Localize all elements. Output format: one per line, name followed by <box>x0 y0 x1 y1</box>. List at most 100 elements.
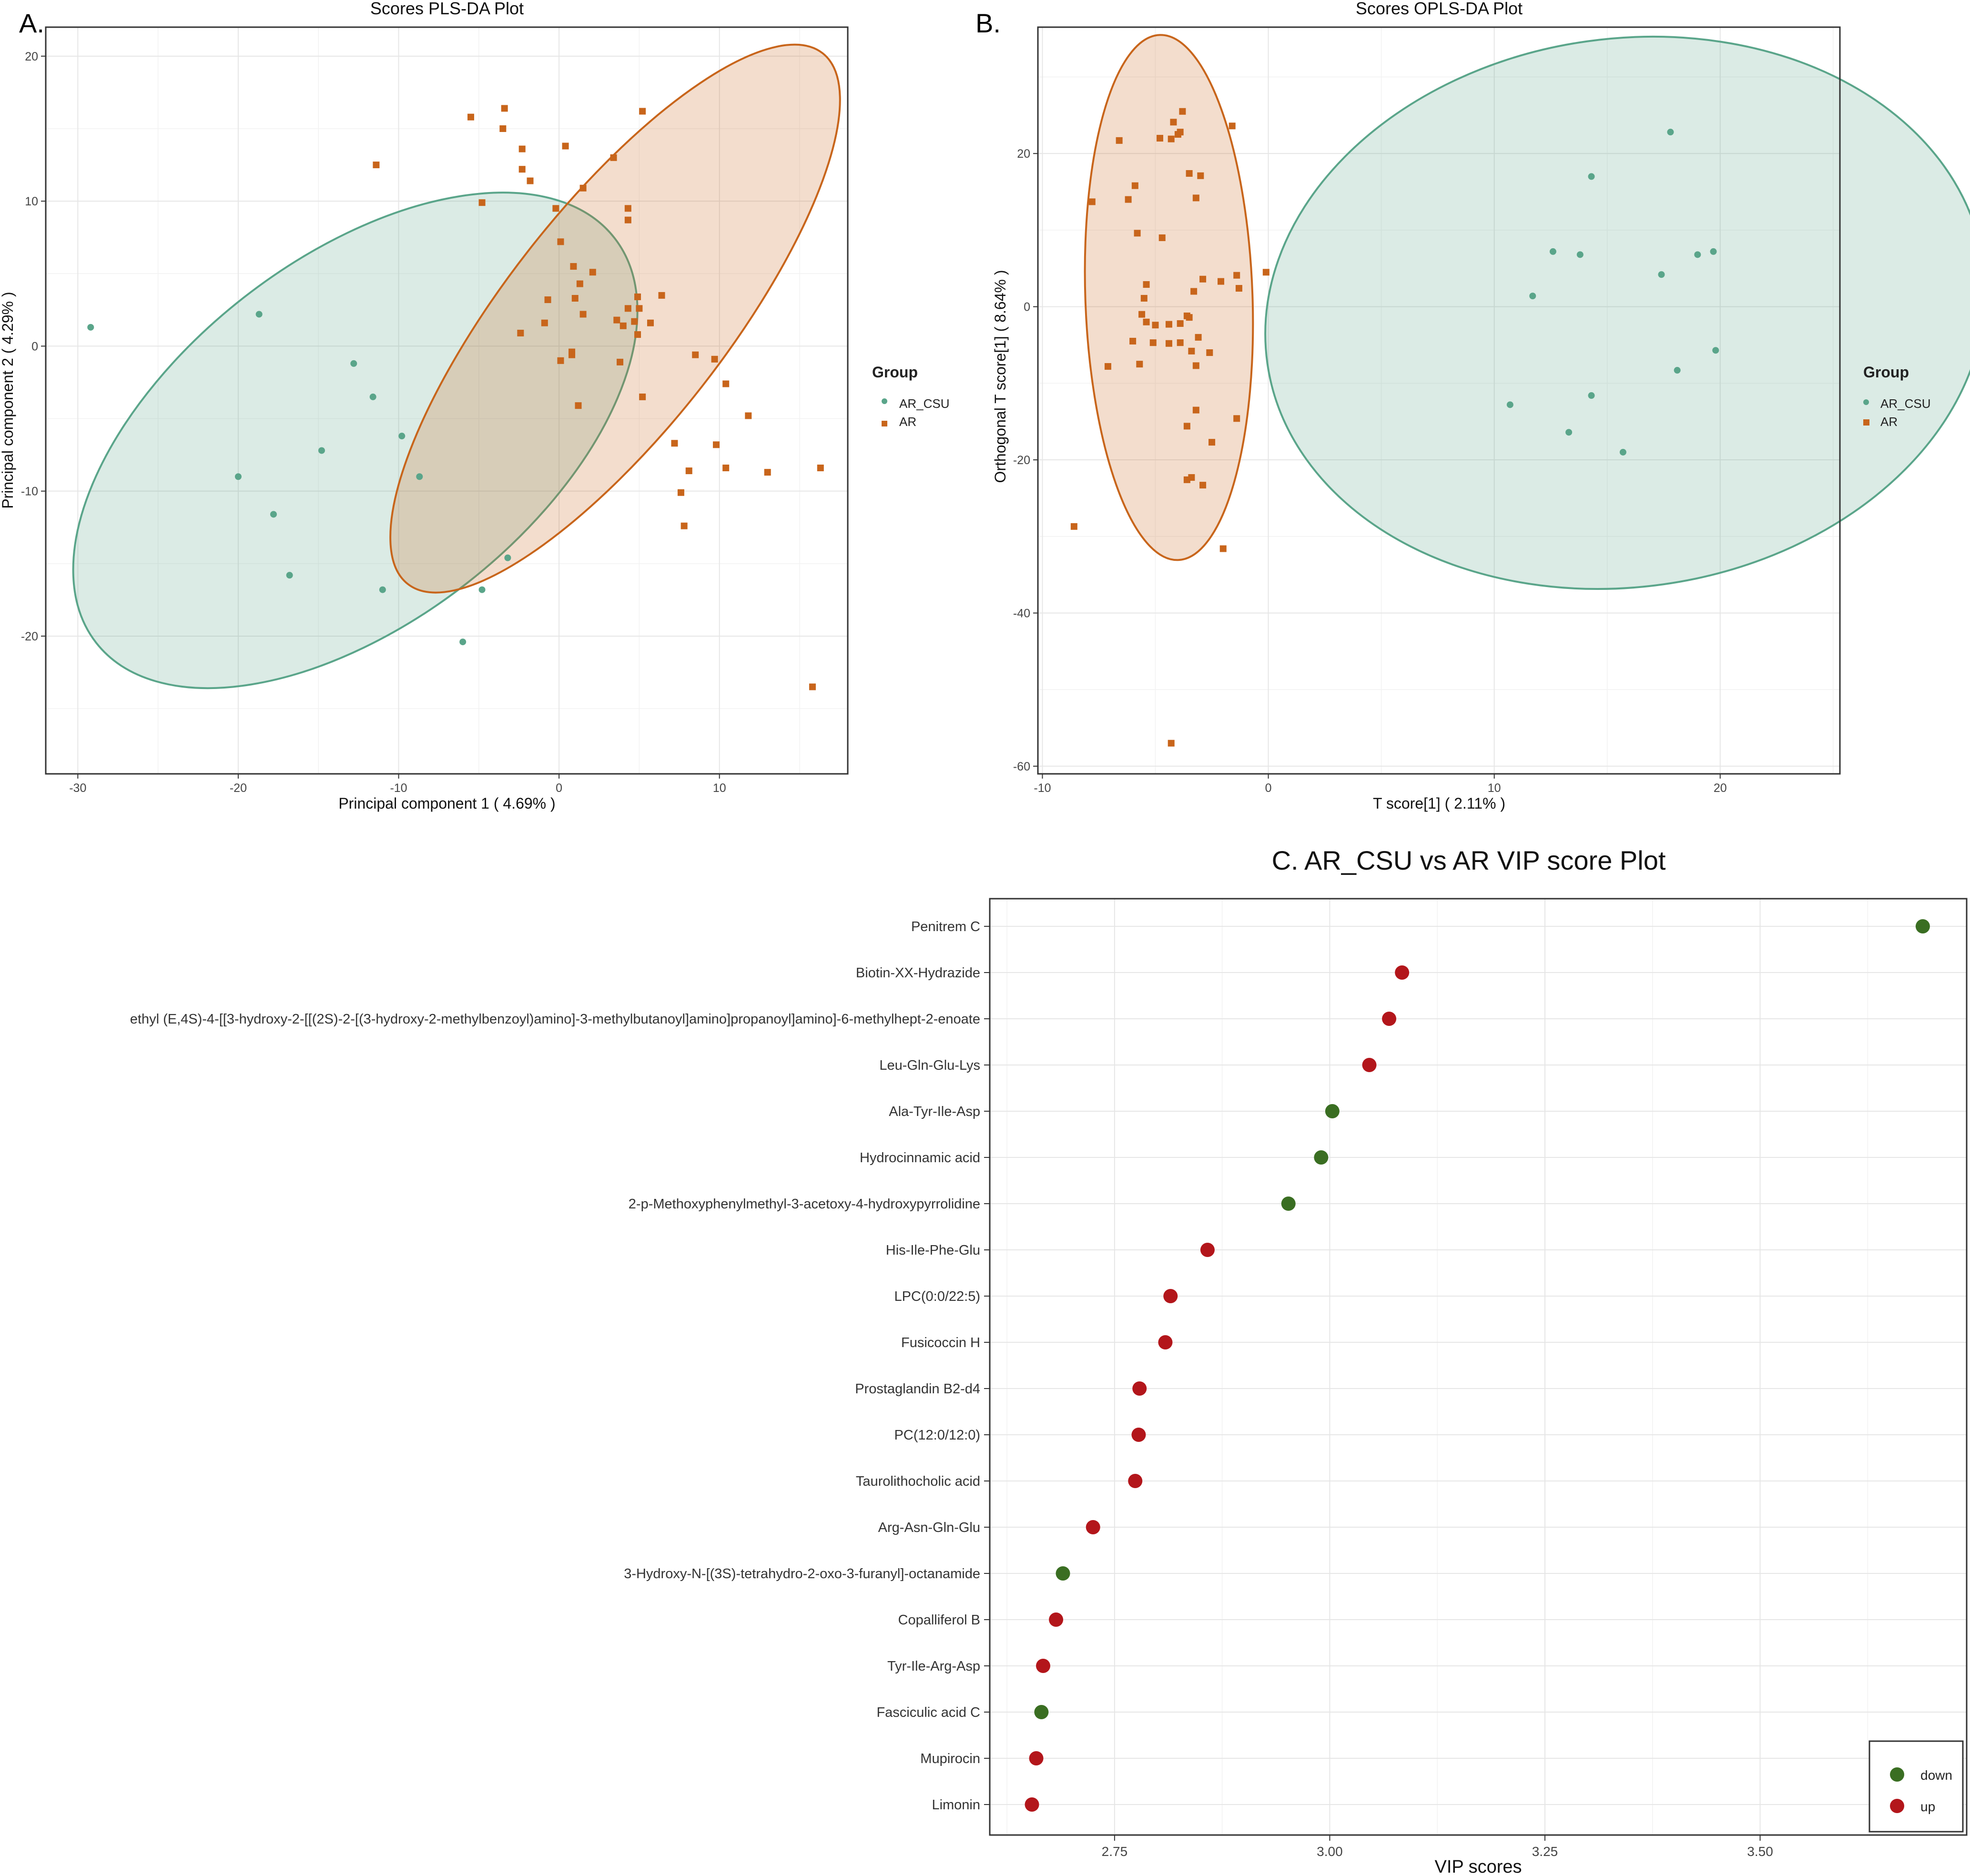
panel-a-title: Scores PLS-DA Plot <box>370 0 524 18</box>
panel-b-point-ar <box>1183 476 1190 483</box>
panel-a-point-ar-csu <box>270 511 277 518</box>
panel-b-x-tick-label: -10 <box>1034 781 1051 795</box>
panel-c-plot-area: 2.75 3.00 3.25 3.50 Penitrem C Biotin-XX-Hydr… <box>130 899 1967 1859</box>
panel-a-point-ar-csu <box>350 360 357 367</box>
panel-b-legend-title: Group <box>1863 364 1909 381</box>
panel-c-legend: down up <box>1868 1740 1964 1833</box>
panel-c-metabolite-label: Taurolithocholic acid <box>856 1474 980 1489</box>
panel-b-point-ar <box>1138 311 1146 318</box>
panel-c-vip-point-down <box>1314 1150 1329 1165</box>
panel-b-x-tick-label: 20 <box>1714 781 1727 795</box>
panel-c-metabolite-label: ethyl (E,4S)-4-[[3-hydroxy-2-[[(2S)-2-[(… <box>130 1012 980 1027</box>
panel-b-point-ar <box>1143 318 1150 325</box>
panel-c-x-tick-label: 2.75 <box>1102 1844 1128 1859</box>
panel-c-metabolite-label: Leu-Gln-Glu-Lys <box>879 1058 980 1073</box>
panel-c-metabolite-label: 3-Hydroxy-N-[(3S)-tetrahydro-2-oxo-3-fur… <box>624 1566 980 1582</box>
panel-a-plot-area: -30 -20 -10 0 10 -20 -10 0 10 20 <box>21 27 848 795</box>
panel-c-metabolite-label: Penitrem C <box>911 919 980 934</box>
panel-c-metabolite-label: Fasciculic acid C <box>876 1705 980 1720</box>
panel-b-point-ar <box>1206 349 1213 356</box>
legend-ar-label: AR <box>1880 415 1898 429</box>
panel-a-point-ar-csu <box>478 586 486 593</box>
panel-a-point-ar <box>624 305 631 312</box>
panel-a-point-ar <box>569 351 576 358</box>
panel-a-point-ar-csu <box>369 393 376 400</box>
panel-b-point-ar-csu <box>1694 251 1701 258</box>
panel-b-point-ar <box>1192 362 1199 369</box>
legend-ar-csu-label: AR_CSU <box>899 396 949 411</box>
panel-b-y-tick-label: 0 <box>1024 301 1030 314</box>
panel-a-point-ar <box>552 205 559 212</box>
panel-c-vip-point-up <box>1163 1289 1178 1303</box>
panel-b-frame <box>1037 26 1841 775</box>
panel-b-point-ar <box>1179 108 1186 115</box>
panel-a-x-tick-label: -10 <box>390 781 407 795</box>
panel-a-point-ar <box>501 105 508 112</box>
panel-b-point-ar-csu <box>1588 173 1595 180</box>
panel-a-point-ar <box>647 319 654 326</box>
panel-b-point-ar <box>1104 363 1111 370</box>
panel-a-point-ar <box>570 263 577 270</box>
panel-c-metabolite-label: LPC(0:0/22:5) <box>894 1289 980 1304</box>
panel-a-point-ar <box>557 357 564 364</box>
panel-b-point-ar <box>1136 361 1143 368</box>
panel-a-point-ar <box>809 683 816 690</box>
panel-b-y-tick-label: -40 <box>1013 607 1030 620</box>
panel-a-y-tick-label: -20 <box>21 630 38 643</box>
panel-c-x-tick-label: 3.00 <box>1317 1844 1343 1859</box>
panel-b-point-ar <box>1070 523 1077 530</box>
legend-up-marker <box>1890 1799 1904 1813</box>
panel-a-point-ar <box>579 184 587 192</box>
panel-b-y-tick-label: 20 <box>1017 147 1030 161</box>
panel-c-metabolite-label: 2-p-Methoxyphenylmethyl-3-acetoxy-4-hydr… <box>629 1197 980 1212</box>
panel-c-vip-point-up <box>1200 1243 1215 1257</box>
legend-down-label: down <box>1920 1768 1952 1783</box>
panel-b-point-ar-csu <box>1588 392 1595 399</box>
panel-b-point-ar <box>1140 294 1147 302</box>
panel-a-point-ar <box>680 522 688 529</box>
panel-a-point-ar <box>610 154 617 161</box>
panel-a-point-ar <box>671 440 678 447</box>
panel-b-point-ar <box>1262 269 1269 276</box>
panel-b-point-ar <box>1208 439 1216 446</box>
panel-a-point-ar <box>685 467 692 475</box>
panel-c-vip-point-up <box>1025 1797 1039 1812</box>
panel-a-x-axis-label: Principal component 1 ( 4.69% ) <box>338 795 555 812</box>
panel-c-vip-point-up <box>1086 1520 1100 1534</box>
panel-a-point-ar <box>544 296 551 304</box>
panel-a-x-tick-label: -20 <box>230 781 247 795</box>
panel-a-point-ar-csu <box>459 639 467 646</box>
panel-a-y-tick-label: 20 <box>25 50 38 63</box>
legend-up-label: up <box>1920 1799 1935 1814</box>
legend-ar-marker <box>1863 419 1869 426</box>
panel-a-point-ar <box>517 330 524 337</box>
panel-b-point-ar <box>1177 129 1184 136</box>
panel-a-point-ar <box>624 216 631 223</box>
panel-a-point-ar <box>817 464 824 471</box>
panel-c-vip-point-up <box>1049 1612 1064 1627</box>
panel-a-point-ar <box>636 305 643 312</box>
panel-b-point-ar <box>1116 137 1123 144</box>
panel-c-metabolite-label: Hydrocinnamic acid <box>860 1150 980 1166</box>
panel-b-point-ar <box>1131 182 1138 189</box>
panel-b-point-ar <box>1088 198 1096 205</box>
panel-a-x-tick-label: 0 <box>556 781 562 795</box>
panel-b-point-ar <box>1229 122 1236 130</box>
panel-b-ellipse-ar-csu <box>1264 36 1970 590</box>
panel-b-point-ar <box>1143 281 1150 288</box>
panel-b-point-ar-csu <box>1529 293 1536 300</box>
panel-c-vip-point-down <box>1034 1705 1049 1719</box>
panel-b-point-ar <box>1177 339 1184 346</box>
panel-a-point-ar-csu <box>286 572 293 579</box>
panel-b-x-axis-label: T score[1] ( 2.11% ) <box>1373 795 1505 812</box>
panel-c-vip-point-down <box>1281 1197 1296 1211</box>
panel-a-y-tick-label: 10 <box>25 195 38 208</box>
panel-a-point-ar <box>575 402 582 409</box>
panel-a-point-ar <box>619 322 627 329</box>
panel-a-point-ar <box>639 393 646 400</box>
panel-b-y-axis-label: Orthogonal T score[1] ( 8.64% ) <box>992 270 1009 483</box>
panel-c-vip-point-up <box>1029 1751 1044 1765</box>
panel-c-metabolite-label: PC(12:0/12:0) <box>894 1428 980 1443</box>
panel-a-point-ar-csu <box>255 311 263 318</box>
